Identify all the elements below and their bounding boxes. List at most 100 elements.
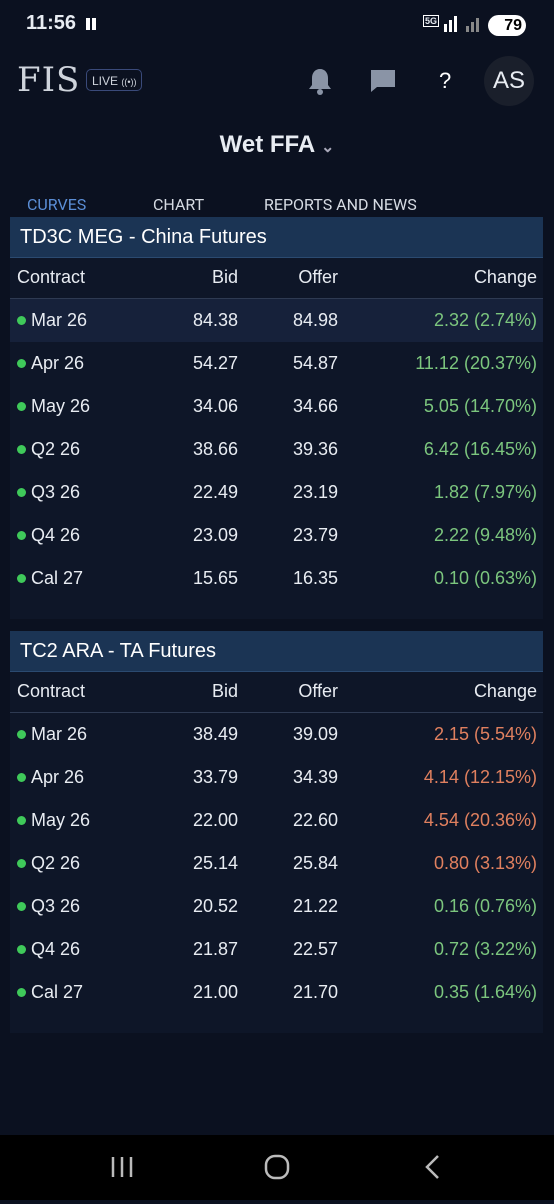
offer-cell: 16.35 [292,568,338,588]
table-row[interactable]: Mar 26 84.38 84.98 2.32 (2.74%) [10,299,543,342]
column-header: Contract [17,267,86,287]
tab[interactable]: CHART [153,195,205,214]
signal-icons [444,16,479,32]
offer-cell: 25.84 [292,853,338,873]
offer-cell: 22.57 [292,939,338,959]
column-header: Offer [298,267,338,287]
table-row[interactable]: Q4 26 21.87 22.57 0.72 (3.22%) [10,928,543,971]
status-icon [86,18,90,30]
table-title: TD3C MEG - China Futures [10,217,543,258]
column-header-row: Contract Bid Offer Change [10,257,543,299]
table-row[interactable]: Apr 26 33.79 34.39 4.14 (12.15%) [10,756,543,799]
bid-cell: 84.38 [192,310,238,330]
status-dot [17,988,26,997]
page-title[interactable]: Wet FFA ⌄ [219,131,335,158]
offer-cell: 34.66 [292,396,338,416]
bid-cell: 34.06 [192,396,238,416]
offer-cell: 34.39 [292,767,338,787]
table-row[interactable]: Q3 26 22.49 23.19 1.82 (7.97%) [10,471,543,514]
chat-icon[interactable] [369,68,397,94]
change-cell: 6.42 (16.45%) [423,439,537,459]
table-row[interactable]: Q4 26 23.09 23.79 2.22 (9.48%) [10,514,543,557]
change-cell: 0.10 (0.63%) [433,568,537,588]
offer-cell: 54.87 [292,353,338,373]
bid-cell: 54.27 [192,353,238,373]
change-cell: 0.80 (3.13%) [433,853,537,873]
bid-cell: 23.09 [192,525,238,545]
table-row[interactable]: Q2 26 25.14 25.84 0.80 (3.13%) [10,842,543,885]
status-dot [17,730,26,739]
table-row[interactable]: Mar 26 38.49 39.09 2.15 (5.54%) [10,713,543,756]
table-row[interactable]: May 26 34.06 34.66 5.05 (14.70%) [10,385,543,428]
contract-cell: Q3 26 [31,482,81,502]
change-cell: 2.15 (5.54%) [433,724,537,744]
nav-bar [0,1135,554,1200]
contract-cell: Q4 26 [31,525,81,545]
contract-cell: Apr 26 [31,767,85,787]
bid-cell: 38.66 [192,439,238,459]
status-dot [17,773,26,782]
offer-cell: 39.09 [292,724,338,744]
bid-cell: 15.65 [192,568,238,588]
table-row[interactable]: Cal 27 21.00 21.70 0.35 (1.64%) [10,971,543,1014]
table-row[interactable]: Apr 26 54.27 54.87 11.12 (20.37%) [10,342,543,385]
contract-cell: Q2 26 [31,853,81,873]
table-title: TC2 ARA - TA Futures [10,631,543,672]
help-button[interactable]: ? [439,68,452,93]
table-row[interactable]: Q3 26 20.52 21.22 0.16 (0.76%) [10,885,543,928]
table-row[interactable]: May 26 22.00 22.60 4.54 (20.36%) [10,799,543,842]
change-cell: 5.05 (14.70%) [423,396,537,416]
contract-cell: Apr 26 [31,353,85,373]
bid-cell: 22.49 [192,482,238,502]
table-row[interactable]: Cal 27 15.65 16.35 0.10 (0.63%) [10,557,543,600]
bid-cell: 21.00 [192,982,238,1002]
avatar[interactable]: AS [484,56,534,106]
column-header: Bid [211,267,238,287]
status-time: 11:56 [26,12,77,34]
change-cell: 2.32 (2.74%) [433,310,537,330]
nav-icons [111,1154,439,1180]
change-cell: 4.54 (20.36%) [423,810,537,830]
contract-cell: Mar 26 [31,724,88,744]
contract-cell: Cal 27 [31,568,84,588]
bid-cell: 21.87 [192,939,238,959]
change-cell: 1.82 (7.97%) [433,482,537,502]
bell-icon[interactable] [306,66,334,96]
tab[interactable]: CURVES [27,195,87,214]
bid-cell: 22.00 [192,810,238,830]
change-cell: 11.12 (20.37%) [415,353,537,373]
live-label: LIVE [92,74,119,88]
title-text: Wet FFA [219,131,315,158]
status-dot [17,359,26,368]
change-cell: 2.22 (9.48%) [433,525,537,545]
live-badge[interactable]: LIVE ((•)) [86,69,142,91]
tab[interactable]: REPORTS AND NEWS [264,195,417,214]
column-header: Change [473,681,537,701]
status-dot [17,859,26,868]
bid-cell: 20.52 [192,896,238,916]
change-cell: 4.14 (12.15%) [423,767,537,787]
offer-cell: 21.22 [292,896,338,916]
status-network: 5G [423,15,440,27]
contract-cell: Q3 26 [31,896,81,916]
offer-cell: 22.60 [292,810,338,830]
status-dot [17,402,26,411]
bid-cell: 38.49 [192,724,238,744]
change-cell: 0.35 (1.64%) [433,982,537,1002]
status-dot [17,902,26,911]
change-cell: 0.72 (3.22%) [433,939,537,959]
offer-cell: 84.98 [292,310,338,330]
offer-cell: 23.79 [292,525,338,545]
contract-cell: Mar 26 [31,310,88,330]
offer-cell: 23.19 [292,482,338,502]
bid-cell: 33.79 [192,767,238,787]
column-header: Change [473,267,537,287]
table-row[interactable]: Q2 26 38.66 39.36 6.42 (16.45%) [10,428,543,471]
offer-cell: 39.36 [292,439,338,459]
status-dot [17,531,26,540]
status-dot [17,488,26,497]
contract-cell: May 26 [31,810,91,830]
column-header-row: Contract Bid Offer Change [10,671,543,713]
table-card: TC2 ARA - TA Futures Contract Bid Offer Chan… [10,631,543,1033]
